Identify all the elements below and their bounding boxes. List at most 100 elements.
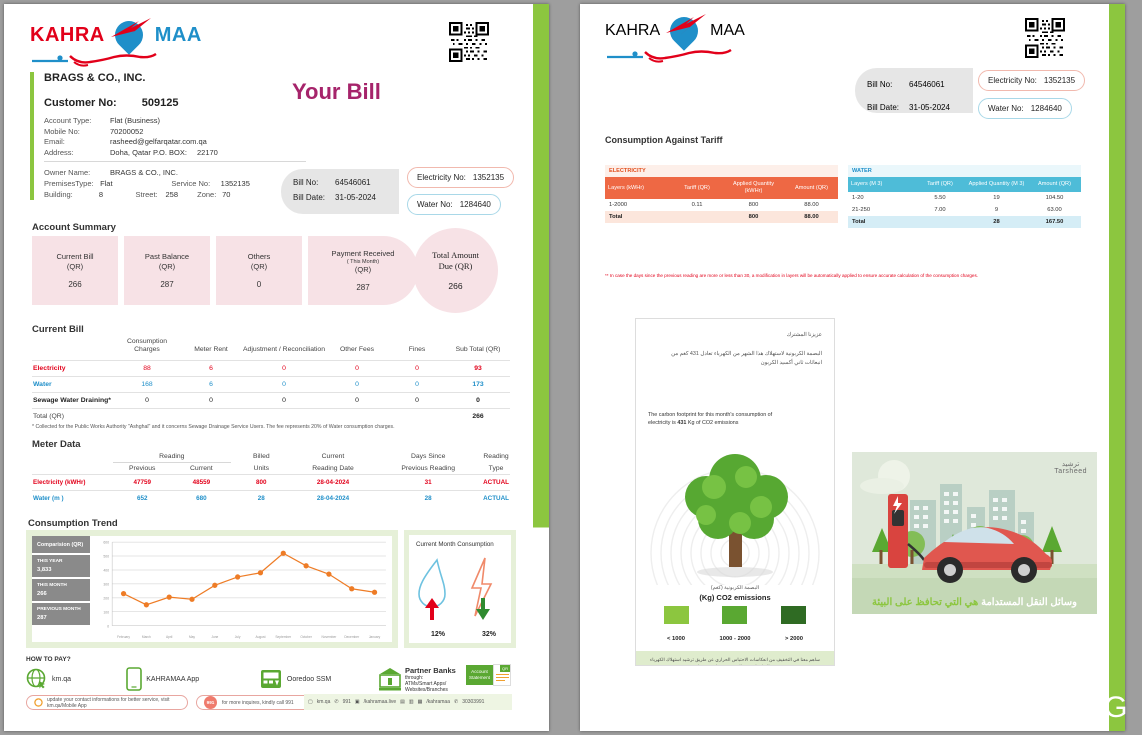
chip-call-991[interactable]: 991 for more inquires, kindly call 991 bbox=[196, 695, 319, 710]
bill-date-label-right: Bill Date: bbox=[867, 103, 900, 112]
table-row-total: Total 28 167.50 bbox=[848, 216, 1081, 228]
current-bill-card-unit: (QR) bbox=[66, 262, 84, 271]
wt-total-label: Total bbox=[848, 216, 915, 228]
social-live[interactable]: /kahramaa.live bbox=[363, 699, 397, 705]
md-head-current-reading: Current bbox=[190, 465, 213, 472]
mobile-no-value: 70200052 bbox=[110, 126, 144, 136]
bill-no-pill-right: Bill No: 64546061 Bill Date: 31-05-2024 bbox=[855, 68, 973, 113]
wt-row0-layer: 1-20 bbox=[848, 192, 915, 204]
past-balance-card-value: 287 bbox=[160, 280, 174, 289]
logo-text-maa: MAA bbox=[154, 23, 202, 46]
pay-option-partner-banks[interactable]: Partner Banks through: ATMs/Smart Apps/ … bbox=[378, 666, 496, 693]
electricity-tariff-header-row: Layers (kWHr) Tariff (QR) Applied Quanti… bbox=[605, 177, 838, 199]
water-no-value-right: 1284640 bbox=[1030, 104, 1062, 113]
table-row: Electricity 88 6 0 0 0 93 bbox=[32, 360, 510, 377]
electricity-no-value-right: 1352135 bbox=[1043, 76, 1076, 85]
et-row0-amount: 88.00 bbox=[785, 199, 838, 211]
current-bill-card-value: 266 bbox=[68, 280, 82, 289]
trend-this-year: THIS YEAR 3,833 bbox=[32, 555, 90, 577]
svg-text:February: February bbox=[117, 635, 130, 639]
svg-text:November: November bbox=[322, 635, 338, 639]
zone-value: 70 bbox=[222, 190, 231, 199]
md-head-type: Reading bbox=[483, 453, 509, 461]
logo-globe-icon bbox=[107, 15, 153, 55]
account-statement-badge[interactable]: Account Statement QR bbox=[466, 664, 511, 686]
kahramaa-logo-right: KAHRA MAA bbox=[605, 11, 745, 63]
pay-option-ooredoo-label: Ooredoo SSM bbox=[286, 675, 332, 683]
md-water-type: ACTUAL bbox=[482, 490, 510, 506]
social-991[interactable]: 991 bbox=[342, 699, 351, 705]
bank-icon bbox=[378, 668, 401, 691]
account-summary-cards: Current Bill (QR) 266 Past Balance (QR) … bbox=[32, 236, 418, 305]
wt-head-amount: Amount (QR) bbox=[1028, 177, 1081, 192]
co2-arabic-greeting: عزيزنا المشترك bbox=[786, 332, 822, 338]
et-total-qty: 800 bbox=[722, 211, 785, 223]
detail-account-type: Account Type: Flat (Business) bbox=[44, 116, 292, 127]
detail-mobile-no: Mobile No: 70200052 bbox=[44, 127, 292, 138]
cb-elec-consumption: 88 bbox=[114, 360, 180, 377]
building-label: Building: bbox=[44, 190, 73, 199]
co2-legend: البصمة الكربونية (كغم) (Kg) CO2 emission… bbox=[636, 585, 834, 645]
meter-header-row-1: Reading Billed Current Days Since Readin… bbox=[32, 451, 510, 463]
pay-option-website[interactable]: km.qa bbox=[26, 668, 123, 690]
wt-row0-tariff: 5.50 bbox=[915, 192, 965, 204]
cb-sewage-subtotal: 0 bbox=[446, 392, 510, 409]
cb-head-blank bbox=[32, 336, 114, 361]
social-kahramaa[interactable]: /kahramaa bbox=[426, 699, 450, 705]
logo-globe-icon-right bbox=[662, 11, 708, 51]
trend-previous-month: PREVIOUS MONTH 287 bbox=[32, 603, 90, 625]
bill-qr-code bbox=[449, 22, 489, 62]
mobile-icon bbox=[126, 667, 143, 691]
street-value: 258 bbox=[165, 190, 179, 199]
detail-premises-type: PremisesType: Flat Service No: 1352135 bbox=[44, 178, 292, 189]
wt-head-tariff: Tariff (QR) bbox=[915, 177, 965, 192]
wt-total-tariff bbox=[915, 216, 965, 228]
pay-option-app[interactable]: KAHRAMAA App bbox=[126, 667, 256, 691]
co2-swatch-mid-color bbox=[722, 606, 748, 624]
water-tariff-caption: WATER bbox=[848, 165, 1081, 177]
pay-option-ooredoo[interactable]: Ooredoo SSM bbox=[259, 668, 376, 690]
details-divider bbox=[44, 161, 306, 162]
mobile-no-label: Mobile No: bbox=[44, 126, 80, 136]
et-head-amount: Amount (QR) bbox=[785, 177, 838, 199]
social-links-bar: ▢ km.qa ✆ 991 ▣/kahramaa.live ▤ ▥ ▦ /kahra… bbox=[304, 694, 512, 710]
co2-swatch-mid: 1000 - 2000 bbox=[720, 606, 750, 645]
social-youtube-icon: ▦ bbox=[417, 699, 423, 705]
customer-no-value: 509125 bbox=[141, 97, 179, 109]
md-head-units: Units bbox=[253, 464, 270, 472]
cb-total-value: 266 bbox=[446, 408, 510, 424]
chip-991-badge: 991 bbox=[204, 696, 217, 709]
bill-date-value: 31-05-2024 bbox=[335, 193, 376, 202]
building-value: 8 bbox=[98, 190, 104, 199]
svg-text:April: April bbox=[166, 635, 173, 639]
address-label: Address: bbox=[44, 147, 74, 157]
social-whatsapp-number[interactable]: 30303991 bbox=[462, 699, 485, 705]
trend-this-month: THIS MONTH 266 bbox=[32, 579, 90, 601]
tarsheed-advertisement: ترشيد Tarsheed وسائل النقل المستدامة هي … bbox=[852, 452, 1097, 614]
md-elec-days: 31 bbox=[374, 474, 483, 491]
et-row0-tariff: 0.11 bbox=[672, 199, 722, 211]
wt-row1-amount: 63.00 bbox=[1028, 204, 1081, 216]
svg-text:June: June bbox=[211, 635, 218, 639]
table-row: Electricity (kWHr) 47759 48559 800 28-04… bbox=[32, 474, 510, 491]
svg-text:September: September bbox=[275, 635, 292, 639]
trend-this-month-value: 266 bbox=[37, 591, 47, 597]
et-head-qty: Applied Quantity (kWHr) bbox=[722, 177, 785, 199]
customer-details-block: BRAGS & CO., INC. Customer No: 509125 Ac… bbox=[30, 72, 306, 200]
co2-footer-message: ساهم معنا في التخفيف من انعكاسات الاحتبا… bbox=[636, 651, 834, 665]
md-elec-previous: 47759 bbox=[112, 474, 172, 491]
md-head-reading-date: Reading Date bbox=[312, 464, 354, 472]
ad-caption-green: هي التي تحافظ على البيئة bbox=[871, 597, 979, 608]
detail-owner-name: Owner Name: BRAGS & CO., INC. bbox=[44, 167, 292, 178]
water-no-label-right: Water No: bbox=[988, 104, 1024, 113]
zone-label: Zone: bbox=[197, 190, 217, 199]
total-due-title: Total Amount bbox=[432, 250, 479, 260]
current-month-consumption-title: Current Month Consumption bbox=[416, 541, 494, 548]
footer-chips: update your contact informations for bet… bbox=[26, 695, 319, 711]
water-no-label: Water No: bbox=[417, 200, 453, 209]
trend-previous-month-label: PREVIOUS MONTH bbox=[37, 607, 81, 612]
chip-update-contact[interactable]: update your contact informations for bet… bbox=[26, 695, 188, 710]
trend-sidebar-header: Comparision (QR) bbox=[32, 536, 90, 553]
social-kmqa[interactable]: km.qa bbox=[316, 699, 331, 705]
svg-text:March: March bbox=[142, 635, 151, 639]
